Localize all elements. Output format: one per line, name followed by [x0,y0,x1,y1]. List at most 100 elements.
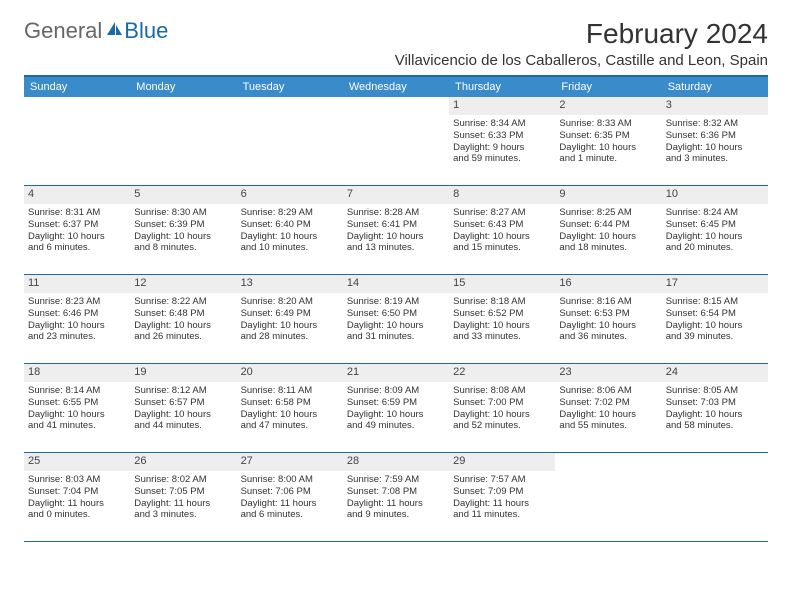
day-number: 21 [343,364,449,382]
day-info-sunrise: Sunrise: 8:16 AM [559,296,657,308]
calendar-cell: 26 Sunrise: 8:02 AMSunset: 7:05 PMDayligh… [130,453,236,541]
day-info-day1: Daylight: 10 hours [134,320,232,332]
day-info-day2: and 36 minutes. [559,331,657,343]
day-info-day1: Daylight: 10 hours [134,409,232,421]
day-info-day1: Daylight: 10 hours [559,409,657,421]
day-info-sunset: Sunset: 6:36 PM [666,130,764,142]
day-info-sunrise: Sunrise: 8:14 AM [28,385,126,397]
day-number: 20 [237,364,343,382]
day-number: 29 [449,453,555,471]
day-info-day1: Daylight: 10 hours [559,231,657,243]
calendar-cell: 16Sunrise: 8:16 AMSunset: 6:53 PMDayligh… [555,275,661,363]
day-info-day2: and 49 minutes. [347,420,445,432]
calendar-cell: 25Sunrise: 8:03 AMSunset: 7:04 PMDayligh… [24,453,130,541]
day-info-day1: Daylight: 11 hours [453,498,551,510]
calendar-cell-empty [130,97,236,185]
day-number: 27 [237,453,343,471]
day-info-day1: Daylight: 10 hours [28,231,126,243]
day-info-day1: Daylight: 10 hours [241,409,339,421]
day-info-sunrise: Sunrise: 8:00 AM [241,474,339,486]
day-info-day2: and 26 minutes. [134,331,232,343]
day-info-sunrise: Sunrise: 8:22 AM [134,296,232,308]
weekday-label: Saturday [662,77,768,97]
day-number: 12 [130,275,236,293]
day-number: 5 [130,186,236,204]
day-info-day2: and 44 minutes. [134,420,232,432]
day-number: 7 [343,186,449,204]
day-info-day1: Daylight: 9 hours [453,142,551,154]
page-header: General Blue February 2024 Villavicencio… [24,18,768,69]
day-info-sunset: Sunset: 7:02 PM [559,397,657,409]
calendar-weekday-header: SundayMondayTuesdayWednesdayThursdayFrid… [24,77,768,97]
day-info-day1: Daylight: 10 hours [559,142,657,154]
day-info-sunset: Sunset: 7:09 PM [453,486,551,498]
calendar-cell: 3Sunrise: 8:32 AMSunset: 6:36 PMDaylight… [662,97,768,185]
day-info-sunset: Sunset: 6:45 PM [666,219,764,231]
day-number: 26 [130,453,236,471]
calendar-cell-empty [343,97,449,185]
calendar-cell: 9Sunrise: 8:25 AMSunset: 6:44 PMDaylight… [555,186,661,274]
calendar-body: 1Sunrise: 8:34 AMSunset: 6:33 PMDaylight… [24,97,768,542]
day-number: 13 [237,275,343,293]
brand-part2: Blue [124,18,168,44]
calendar-cell: 8Sunrise: 8:27 AMSunset: 6:43 PMDaylight… [449,186,555,274]
calendar-cell: 18Sunrise: 8:14 AMSunset: 6:55 PMDayligh… [24,364,130,452]
day-info-sunrise: Sunrise: 8:24 AM [666,207,764,219]
day-info-day2: and 11 minutes. [453,509,551,521]
day-info-day2: and 23 minutes. [28,331,126,343]
day-number: 17 [662,275,768,293]
day-info-sunrise: Sunrise: 8:20 AM [241,296,339,308]
calendar-cell: 10Sunrise: 8:24 AMSunset: 6:45 PMDayligh… [662,186,768,274]
day-info-day2: and 28 minutes. [241,331,339,343]
day-info-sunset: Sunset: 6:49 PM [241,308,339,320]
calendar-cell-empty [237,97,343,185]
week-separator [24,541,768,542]
day-number: 4 [24,186,130,204]
day-info-sunset: Sunset: 7:05 PM [134,486,232,498]
day-info-sunset: Sunset: 6:50 PM [347,308,445,320]
calendar-cell: 12Sunrise: 8:22 AMSunset: 6:48 PMDayligh… [130,275,236,363]
calendar-cell-empty [555,453,661,541]
day-info-day2: and 8 minutes. [134,242,232,254]
day-info-day2: and 3 minutes. [666,153,764,165]
day-info-sunset: Sunset: 6:55 PM [28,397,126,409]
day-info-day1: Daylight: 10 hours [241,231,339,243]
calendar-cell: 17Sunrise: 8:15 AMSunset: 6:54 PMDayligh… [662,275,768,363]
day-info-day1: Daylight: 10 hours [666,409,764,421]
weekday-label: Thursday [449,77,555,97]
day-info-sunset: Sunset: 6:39 PM [134,219,232,231]
day-info-day1: Daylight: 10 hours [241,320,339,332]
calendar-cell: 14Sunrise: 8:19 AMSunset: 6:50 PMDayligh… [343,275,449,363]
day-info-sunrise: Sunrise: 8:05 AM [666,385,764,397]
day-info-sunrise: Sunrise: 8:34 AM [453,118,551,130]
day-info-sunrise: Sunrise: 8:31 AM [28,207,126,219]
day-info-sunrise: Sunrise: 8:06 AM [559,385,657,397]
calendar-cell: 29Sunrise: 7:57 AMSunset: 7:09 PMDayligh… [449,453,555,541]
day-number: 14 [343,275,449,293]
calendar-cell: 2Sunrise: 8:33 AMSunset: 6:35 PMDaylight… [555,97,661,185]
day-info-sunset: Sunset: 7:04 PM [28,486,126,498]
day-info-day1: Daylight: 11 hours [347,498,445,510]
day-info-day2: and 10 minutes. [241,242,339,254]
day-info-day2: and 33 minutes. [453,331,551,343]
day-info-sunrise: Sunrise: 8:02 AM [134,474,232,486]
day-number: 9 [555,186,661,204]
day-info-day1: Daylight: 10 hours [453,320,551,332]
day-info-day2: and 20 minutes. [666,242,764,254]
day-info-day2: and 47 minutes. [241,420,339,432]
day-info-day1: Daylight: 11 hours [134,498,232,510]
day-info-sunset: Sunset: 7:00 PM [453,397,551,409]
day-info-day1: Daylight: 10 hours [453,409,551,421]
title-block: February 2024 Villavicencio de los Cabal… [395,18,768,69]
day-info-day2: and 13 minutes. [347,242,445,254]
day-info-sunrise: Sunrise: 8:08 AM [453,385,551,397]
calendar-cell: 11Sunrise: 8:23 AMSunset: 6:46 PMDayligh… [24,275,130,363]
weekday-label: Sunday [24,77,130,97]
day-info-sunset: Sunset: 6:54 PM [666,308,764,320]
day-number: 15 [449,275,555,293]
calendar-cell: 5Sunrise: 8:30 AMSunset: 6:39 PMDaylight… [130,186,236,274]
calendar-cell: 7Sunrise: 8:28 AMSunset: 6:41 PMDaylight… [343,186,449,274]
calendar-cell: 19Sunrise: 8:12 AMSunset: 6:57 PMDayligh… [130,364,236,452]
day-info-sunrise: Sunrise: 8:30 AM [134,207,232,219]
weekday-label: Tuesday [237,77,343,97]
